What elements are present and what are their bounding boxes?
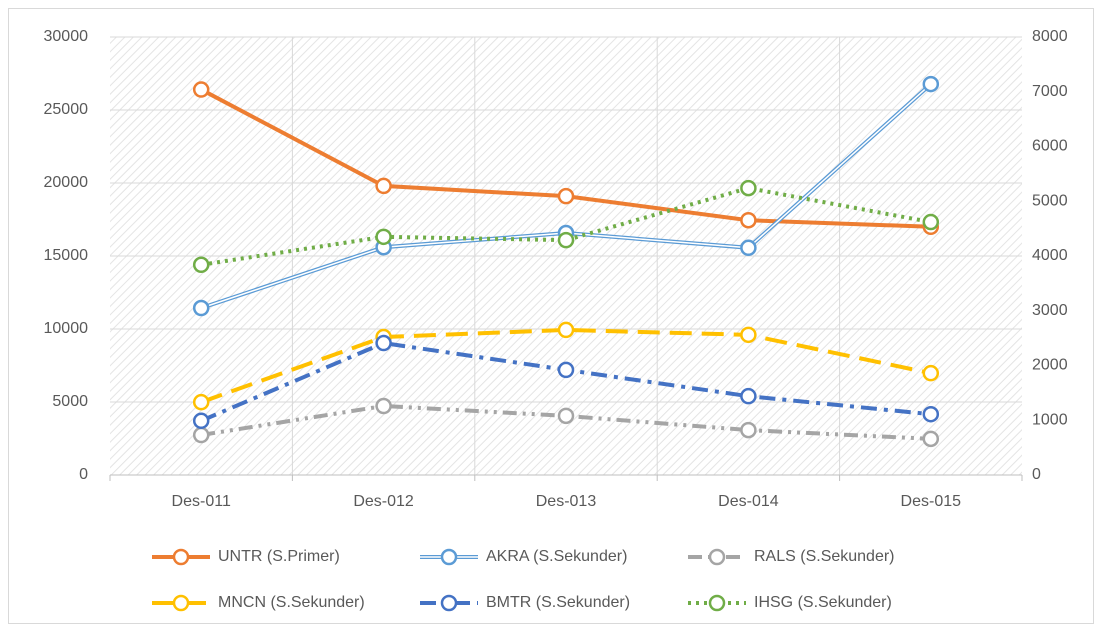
y2-tick-label: 5000 — [1032, 192, 1068, 209]
legend-label: BMTR (S.Sekunder) — [486, 594, 630, 611]
y2-tick-label: 0 — [1032, 466, 1041, 483]
legend-marker — [708, 594, 726, 612]
y2-tick-label: 1000 — [1032, 411, 1068, 428]
marker — [557, 361, 575, 379]
marker — [557, 231, 575, 249]
marker — [375, 177, 392, 195]
y-tick-label: 25000 — [44, 101, 89, 118]
marker — [922, 430, 940, 448]
y2-tick-label: 4000 — [1032, 247, 1068, 264]
x-tick-label: Des-014 — [718, 493, 779, 510]
legend-marker — [440, 594, 458, 612]
marker — [192, 393, 210, 411]
marker — [375, 228, 392, 246]
marker — [192, 299, 210, 317]
marker — [922, 75, 940, 93]
marker — [740, 239, 757, 257]
marker — [922, 405, 940, 423]
legend-marker — [172, 548, 190, 566]
series-line — [200, 186, 932, 267]
y2-tick-label: 7000 — [1032, 83, 1068, 100]
marker — [192, 412, 210, 430]
marker — [192, 81, 210, 98]
marker — [375, 397, 392, 415]
marker — [740, 326, 757, 344]
y-tick-label: 0 — [79, 466, 88, 483]
marker — [557, 187, 575, 205]
y-tick-label: 5000 — [52, 393, 88, 410]
legend-marker — [440, 548, 458, 566]
legend-label: UNTR (S.Primer) — [218, 548, 340, 565]
legend-marker — [172, 594, 190, 612]
marker — [922, 364, 940, 382]
marker — [740, 387, 757, 405]
series-line — [200, 404, 931, 441]
legend-marker — [708, 548, 726, 566]
marker — [375, 334, 392, 352]
legend-label: MNCN (S.Sekunder) — [218, 594, 365, 611]
marker — [740, 211, 757, 229]
y2-tick-label: 3000 — [1032, 302, 1068, 319]
legend-label: IHSG (S.Sekunder) — [754, 594, 892, 611]
y2-tick-label: 6000 — [1032, 138, 1068, 155]
marker — [740, 179, 757, 197]
marker — [922, 213, 940, 231]
legend-label: AKRA (S.Sekunder) — [486, 548, 627, 565]
marker — [557, 407, 575, 425]
y-tick-label: 20000 — [44, 174, 89, 191]
y-tick-label: 30000 — [44, 28, 89, 45]
x-tick-label: Des-011 — [172, 493, 231, 510]
marker — [192, 256, 210, 274]
marker — [557, 321, 575, 339]
marker — [192, 426, 210, 444]
legend-label: RALS (S.Sekunder) — [754, 548, 895, 565]
y-tick-label: 15000 — [44, 247, 89, 264]
marker — [740, 421, 757, 439]
x-tick-label: Des-015 — [901, 493, 962, 510]
x-tick-label: Des-012 — [353, 493, 414, 510]
y-tick-label: 10000 — [44, 320, 89, 337]
x-tick-label: Des-013 — [536, 493, 597, 510]
y2-tick-label: 8000 — [1032, 28, 1068, 45]
y2-tick-label: 2000 — [1032, 357, 1068, 374]
series-line — [200, 327, 932, 405]
